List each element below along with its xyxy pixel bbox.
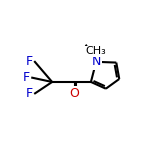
Text: F: F xyxy=(26,87,33,100)
Text: O: O xyxy=(70,87,79,100)
Text: N: N xyxy=(92,55,101,68)
Text: CH₃: CH₃ xyxy=(86,46,106,56)
Text: F: F xyxy=(26,55,33,68)
Text: F: F xyxy=(23,71,30,84)
